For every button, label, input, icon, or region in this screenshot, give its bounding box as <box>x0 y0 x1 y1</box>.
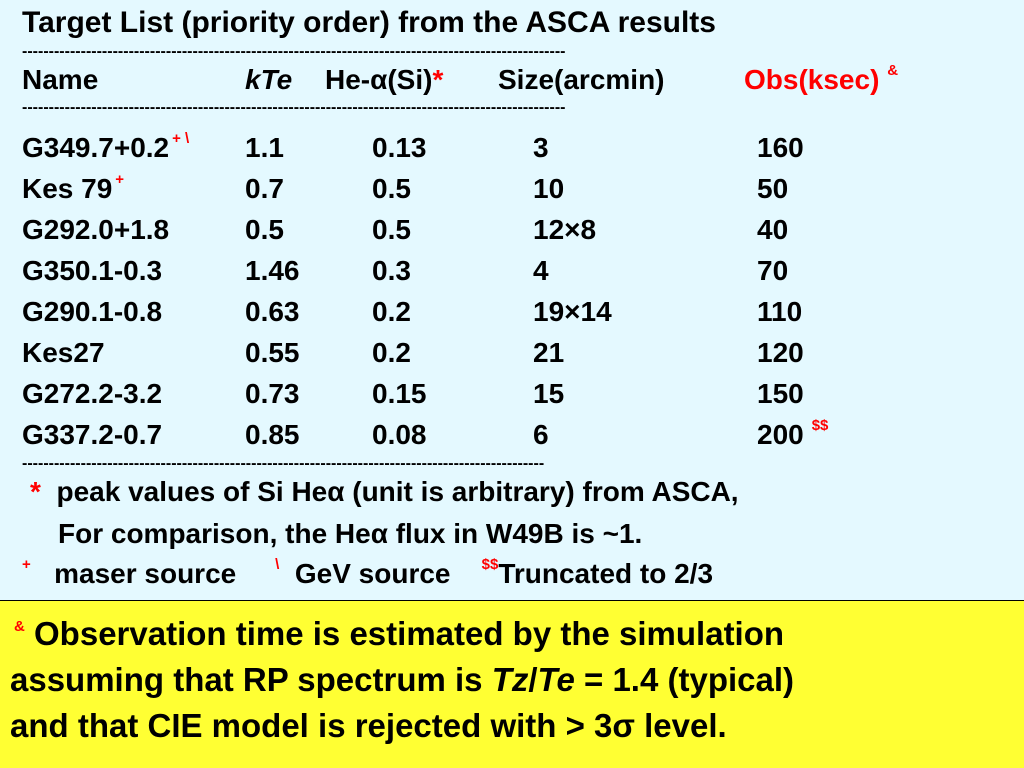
separator-header: ----------------------------------------… <box>22 100 566 116</box>
size-value: 4 <box>533 255 549 286</box>
he-value: 0.2 <box>372 296 411 327</box>
kte-value: 0.85 <box>245 419 300 450</box>
kte-value: 0.5 <box>245 214 284 245</box>
footnote-sources: + maser source \ GeV source $$Truncated … <box>22 556 714 589</box>
target-name: G350.1-0.3 <box>22 255 163 286</box>
source-marks: + <box>115 171 125 188</box>
separator-top: ----------------------------------------… <box>22 44 566 60</box>
target-name: Kes27 <box>22 337 105 368</box>
obs-value: 110 <box>757 296 803 327</box>
target-name: G292.0+1.8 <box>22 214 170 245</box>
size-value: 19×14 <box>533 296 612 327</box>
header-size: Size(arcmin) <box>498 64 665 95</box>
target-name: G337.2-0.7 <box>22 419 163 450</box>
kte-value: 0.63 <box>245 296 300 327</box>
header-kte: kTe <box>245 64 293 95</box>
he-value: 0.15 <box>372 378 427 409</box>
obs-mark: $$ <box>811 417 829 434</box>
he-value: 0.5 <box>372 173 411 204</box>
kte-value: 1.46 <box>245 255 300 286</box>
obs-value: 200 $$ <box>757 417 829 450</box>
kte-value: 1.1 <box>245 132 284 163</box>
he-value: 0.08 <box>372 419 427 450</box>
obs-value: 160 <box>757 132 804 163</box>
footnote-star-2: For comparison, the Heα flux in W49B is … <box>58 518 643 549</box>
target-name: Kes 79 + <box>22 171 125 204</box>
he-value: 0.2 <box>372 337 411 368</box>
obs-value: 40 <box>757 214 789 245</box>
target-list-panel: Target List (priority order) from the AS… <box>0 0 1024 602</box>
size-value: 15 <box>533 378 565 409</box>
obs-value: 150 <box>757 378 804 409</box>
target-name: G349.7+0.2 + \ <box>22 130 190 163</box>
note-line-2: assuming that RP spectrum is Tz/Te = 1.4… <box>10 661 795 698</box>
header-obs: Obs(ksec) & <box>744 62 899 95</box>
size-value: 12×8 <box>533 214 597 245</box>
kte-value: 0.73 <box>245 378 300 409</box>
footnote-star: * peak values of Si Heα (unit is arbitra… <box>30 476 739 507</box>
he-value: 0.3 <box>372 255 411 286</box>
header-name: Name <box>22 64 99 95</box>
size-value: 21 <box>533 337 565 368</box>
obs-value: 50 <box>757 173 789 204</box>
note-line-1: & Observation time is estimated by the s… <box>14 615 785 652</box>
target-name: G290.1-0.8 <box>22 296 163 327</box>
kte-value: 0.7 <box>245 173 284 204</box>
obs-value: 120 <box>757 337 804 368</box>
size-value: 3 <box>533 132 549 163</box>
he-value: 0.13 <box>372 132 427 163</box>
list-title: Target List (priority order) from the AS… <box>22 6 716 39</box>
size-value: 6 <box>533 419 549 450</box>
size-value: 10 <box>533 173 565 204</box>
observation-note: & Observation time is estimated by the s… <box>0 601 1024 768</box>
target-name: G272.2-3.2 <box>22 378 163 409</box>
he-value: 0.5 <box>372 214 411 245</box>
source-marks: + \ <box>172 130 190 147</box>
separator-bottom: ----------------------------------------… <box>22 456 545 472</box>
obs-value: 70 <box>757 255 789 286</box>
note-line-3: and that CIE model is rejected with > 3σ… <box>10 707 727 744</box>
kte-value: 0.55 <box>245 337 300 368</box>
header-he: He-α(Si)* <box>325 64 444 95</box>
